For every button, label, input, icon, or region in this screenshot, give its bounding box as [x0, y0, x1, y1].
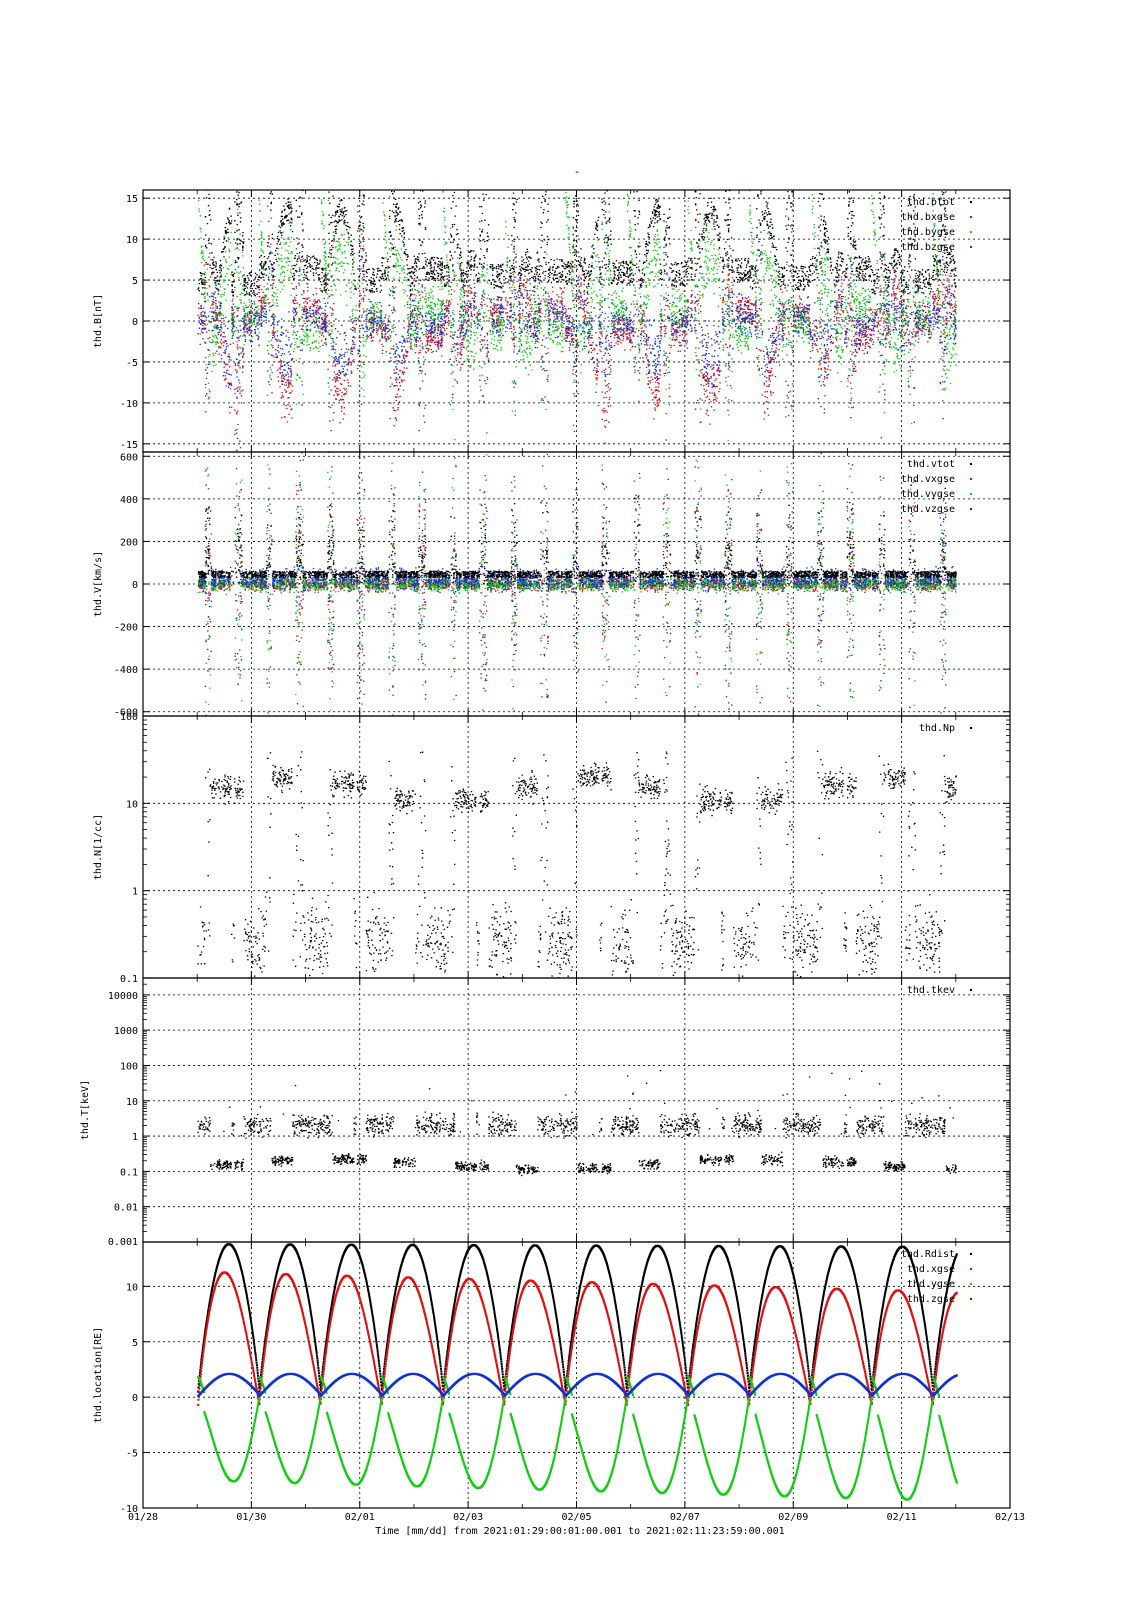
panel-2: -600 -400 -200 0 200 400 600 thd.V[km/s] thd.vto…	[93, 451, 1011, 719]
ytick-label: -5	[126, 358, 138, 369]
legend-label: thd.vygse	[901, 489, 955, 500]
ytick-label: 400	[120, 495, 138, 506]
legend-label: thd.bzgse	[901, 242, 955, 253]
ytick-label: 15	[126, 194, 138, 205]
ytick-label: 5	[132, 276, 138, 287]
ytick-label: -10	[120, 1504, 138, 1515]
xtick-label: 02/03	[453, 1512, 483, 1523]
ytick-label-bottom: 0.001	[108, 1237, 138, 1248]
legend-marker	[970, 201, 972, 203]
figure-title: -	[574, 165, 581, 178]
legend-label: thd.vxgse	[901, 474, 955, 485]
legend-marker	[970, 493, 972, 495]
series-black-points	[197, 483, 957, 585]
legend-marker	[970, 1253, 972, 1255]
legend-label: thd.Rdist	[901, 1249, 955, 1260]
xtick-label: 02/01	[345, 1512, 375, 1523]
y-axis-label: thd.N[1/cc]	[93, 814, 104, 880]
series-black-points	[197, 750, 957, 978]
series-blue-points	[197, 205, 957, 451]
y-axis-label: thd.T[keV]	[80, 1080, 91, 1140]
xtick-label: 02/05	[561, 1512, 591, 1523]
legend-label: thd.tkev	[907, 985, 955, 996]
legend-marker	[970, 1298, 972, 1300]
legend-marker	[970, 231, 972, 233]
legend-marker	[970, 478, 972, 480]
legend-marker	[970, 989, 972, 991]
x-axis-time-label: Time [mm/dd] from 2021:01:29:00:01:00.00…	[375, 1526, 784, 1537]
ytick-label: 200	[120, 537, 138, 548]
data-points	[197, 1067, 957, 1177]
legend-marker	[970, 1268, 972, 1270]
data-points	[197, 190, 957, 451]
ytick-label: 10	[126, 1097, 138, 1108]
ytick-label: 0	[132, 580, 138, 591]
xtick-label: 02/11	[887, 1512, 917, 1523]
legend-marker	[970, 508, 972, 510]
ytick-label: 10000	[108, 991, 138, 1002]
ytick-label: 600	[120, 452, 138, 463]
xtick-label: 02/09	[778, 1512, 808, 1523]
ytick-label: 10	[126, 235, 138, 246]
series-black-points	[197, 1067, 957, 1177]
legend-label: thd.zgse	[907, 1294, 955, 1305]
ytick-label: -5	[126, 1449, 138, 1460]
panel-1: -15 -10 -5 0 5 10 15 thd.B[nT] thd.btot thd.bxgse…	[93, 189, 1011, 453]
ytick-label: 0.1	[120, 1167, 138, 1178]
legend-marker	[970, 216, 972, 218]
data-points	[197, 1243, 958, 1501]
ytick-label: 0	[132, 317, 138, 328]
legend-label: thd.vzgse	[901, 504, 955, 515]
series-blue-points	[197, 1372, 958, 1398]
ytick-label: -15	[120, 440, 138, 451]
ytick-label: 0.1	[120, 974, 138, 985]
ytick-label: 1	[132, 887, 138, 898]
ytick-label: 100	[120, 712, 138, 723]
xtick-label: 01/28	[128, 1512, 158, 1523]
legend-label: thd.xgse	[907, 1264, 955, 1275]
ytick-label: 0.01	[114, 1203, 138, 1214]
ytick-label: -10	[120, 399, 138, 410]
xtick-label: 02/13	[995, 1512, 1025, 1523]
series-black-points	[197, 190, 957, 297]
xtick-label: 01/30	[236, 1512, 266, 1523]
legend-marker	[970, 463, 972, 465]
legend-label: thd.ygse	[907, 1279, 955, 1290]
x-axis: 01/28 01/30 02/01 02/03 02/05 02/07 02/09 02/11…	[128, 1512, 1025, 1523]
legend-marker	[970, 1283, 972, 1285]
data-points	[197, 452, 957, 716]
legend-marker	[970, 246, 972, 248]
series-green-points	[197, 1376, 958, 1501]
ytick-label: -200	[114, 623, 138, 634]
legend-label: thd.btot	[907, 197, 955, 208]
ytick-label: 10	[126, 1282, 138, 1293]
legend-label: thd.Np	[919, 723, 955, 734]
legend-label: thd.vtot	[907, 459, 955, 470]
ytick-label: 10	[126, 799, 138, 810]
ytick-label: 1	[132, 1132, 138, 1143]
ytick-label: -400	[114, 665, 138, 676]
data-points	[197, 750, 957, 978]
panel-frame	[142, 1241, 1011, 1509]
ytick-label: 1000	[114, 1026, 138, 1037]
ytick-label: 5	[132, 1338, 138, 1349]
ytick-label: 100	[120, 1061, 138, 1072]
ytick-label: -600	[114, 708, 138, 719]
xtick-label: 02/07	[670, 1512, 700, 1523]
legend-marker	[970, 727, 972, 729]
legend-label: thd.bxgse	[901, 212, 955, 223]
panel-5: -10 -5 0 5 10 thd.location[RE] thd.Rdist thd.xg…	[93, 1241, 1011, 1515]
panels-container: -15-10-5051015thd.B[nT]thd.btotthd.bxgse…	[80, 189, 1011, 1515]
y-axis-label: thd.B[nT]	[93, 294, 104, 348]
ytick-label: 0	[132, 1393, 138, 1404]
y-axis-label: thd.location[RE]	[93, 1327, 104, 1423]
legend-label: thd.bygse	[901, 227, 955, 238]
y-axis-label: thd.V[km/s]	[93, 551, 104, 617]
